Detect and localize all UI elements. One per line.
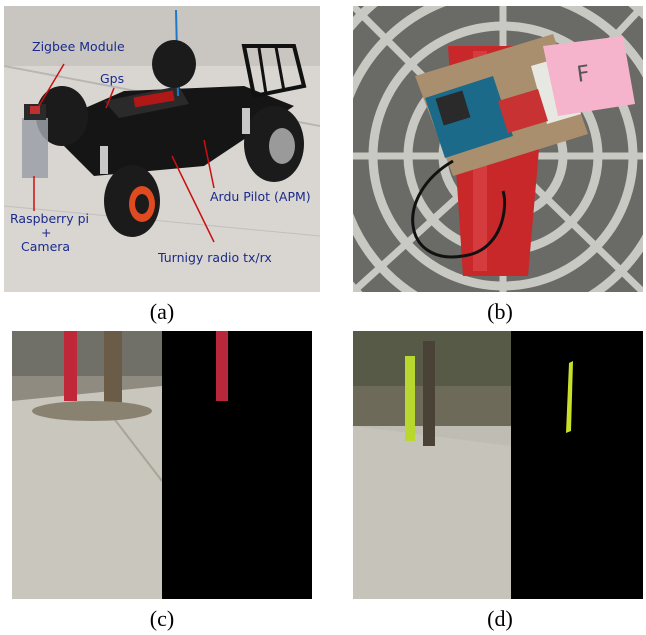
arduino-cup-illustration [353,6,643,292]
label-zigbee-module: Zigbee Module [32,39,125,54]
panel-b-photo: F [353,6,643,292]
label-turnigy-radio: Turnigy radio tx/rx [158,250,272,265]
caption-d: (d) [487,606,513,631]
red-pole-detection-illustration [12,331,312,599]
panel-a-photo: Zigbee Module Gps Ardu Pilot (APM) Raspb… [4,6,320,292]
label-plus: + [41,225,52,240]
panel-d-photo [353,331,643,599]
label-camera: Camera [21,239,71,254]
caption-a: (a) [149,299,175,324]
caption-b: (b) [487,299,513,324]
caption-c: (c) [149,606,175,631]
label-gps: Gps [100,71,125,86]
label-raspberry-pi: Raspberry pi [10,211,89,226]
yellow-pole-detection-illustration [353,331,643,599]
label-ardu-pilot: Ardu Pilot (APM) [210,189,311,204]
panel-c-photo [12,331,312,599]
rc-car-illustration [4,6,320,292]
